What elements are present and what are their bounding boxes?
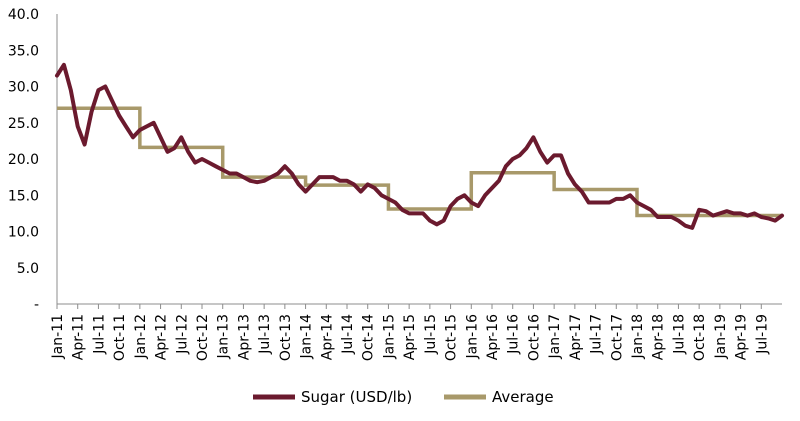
- x-tick-label: Oct-17: [609, 314, 625, 361]
- x-tick-label: Jan-15: [381, 314, 397, 359]
- y-tick-label: 20.0: [8, 152, 39, 168]
- x-tick-label: Jan-14: [299, 314, 315, 360]
- y-tick-label: 30.0: [8, 80, 39, 96]
- x-tick-label: Jan-13: [216, 314, 232, 359]
- x-tick-label: Apr-18: [651, 314, 667, 360]
- x-tick-label: Apr-19: [734, 314, 750, 360]
- x-tick-label: Jul-15: [423, 314, 439, 355]
- x-tick-label: Jul-16: [506, 314, 522, 355]
- x-tick-label: Oct-11: [112, 314, 128, 361]
- y-tick-label: 35.0: [8, 43, 39, 59]
- x-tick-label: Jan-18: [630, 314, 646, 359]
- x-tick-label: Oct-12: [195, 314, 211, 361]
- x-tick-label: Jan-19: [713, 314, 729, 359]
- y-axis: - 5.0 10.0 15.0 20.0 25.0 30.0 35.0 40.0: [8, 7, 58, 313]
- x-tick-label: Jul-17: [589, 314, 605, 355]
- x-tick-label: Oct-16: [526, 314, 542, 361]
- x-tick-label: Jul-18: [671, 314, 687, 355]
- legend: Sugar (USD/lb) Average: [253, 388, 554, 406]
- x-tick-label: Apr-17: [568, 314, 584, 360]
- x-tick-label: Apr-12: [154, 314, 170, 360]
- y-tick-label: 15.0: [8, 188, 39, 204]
- x-tick-label: Apr-11: [71, 314, 87, 360]
- series-line-average: [57, 106, 782, 218]
- y-tick-labels: - 5.0 10.0 15.0 20.0 25.0 30.0 35.0 40.0: [8, 7, 39, 313]
- x-tick-label: Apr-16: [485, 314, 501, 360]
- x-tick-label: Apr-14: [319, 314, 335, 360]
- x-tick-label: Jul-13: [257, 314, 273, 355]
- y-tick-label: 5.0: [17, 261, 39, 277]
- x-tick-label: Oct-13: [278, 314, 294, 361]
- x-tick-label: Jan-17: [547, 314, 563, 359]
- x-tick-label: Jul-11: [91, 314, 107, 355]
- series-line-sugar: [55, 62, 784, 230]
- x-tick-label: Oct-14: [361, 314, 377, 361]
- x-tick-label: Apr-13: [236, 314, 252, 360]
- y-tick-label: 10.0: [8, 225, 39, 241]
- legend-label-sugar: Sugar (USD/lb): [301, 388, 412, 406]
- x-tick-label: Jul-12: [174, 314, 190, 355]
- x-tick-label: Jul-19: [754, 314, 770, 355]
- x-tick-label: Jul-14: [340, 314, 356, 355]
- y-tick-label: 40.0: [8, 7, 39, 23]
- x-tick-label: Jan-16: [464, 314, 480, 360]
- x-tick-labels: Jan-11 Apr-11 Jul-11 Oct-11 Jan-12 Apr-12 Jul-…: [50, 304, 770, 361]
- plot-area: [55, 62, 784, 230]
- x-tick-label: Jan-12: [133, 314, 149, 359]
- x-axis: Jan-11 Apr-11 Jul-11 Oct-11 Jan-12 Apr-12 Jul-…: [50, 303, 782, 361]
- legend-label-average: Average: [492, 388, 554, 406]
- x-tick-label: Oct-15: [444, 314, 460, 361]
- y-tick-label: -: [34, 297, 39, 313]
- x-tick-label: Oct-18: [692, 314, 708, 361]
- x-tick-label: Jan-11: [50, 314, 66, 359]
- x-tick-label: Apr-15: [402, 314, 418, 360]
- y-tick-label: 25.0: [8, 116, 39, 132]
